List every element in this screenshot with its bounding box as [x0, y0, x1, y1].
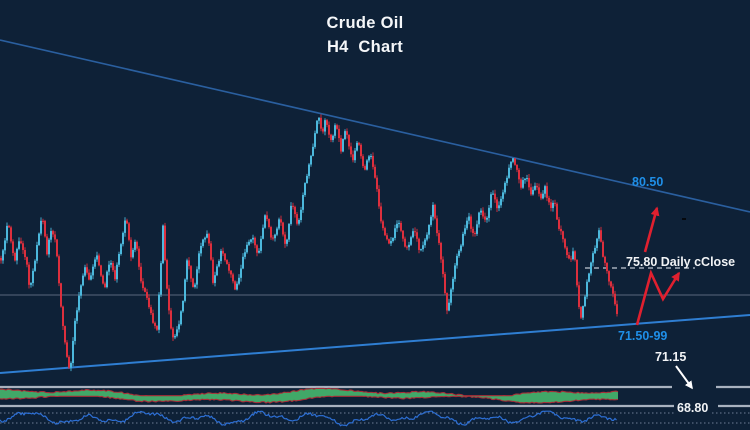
daily-close-level-label: 75.80 Daily cClose: [626, 255, 736, 269]
ascending-support-trendline: [0, 314, 750, 374]
resistance-price-label: 80.50: [632, 175, 664, 189]
projection-up-arrow: [643, 206, 660, 253]
noise-oscillator-line: [0, 410, 617, 427]
chart-title-instrument: Crude Oil: [326, 14, 404, 32]
momentum-band-area: [0, 388, 618, 404]
momentum-band-lower-edge: [0, 395, 619, 404]
level-68-80-label: 68.80: [674, 402, 712, 415]
candles-group: [0, 114, 618, 372]
level-pointer-arrow: [675, 365, 693, 390]
projection-zigzag-arrow: [635, 269, 681, 326]
level-71-15-label: 71.15: [655, 350, 687, 364]
artifact-dot: [682, 218, 686, 220]
chart-title: Crude Oil H4 Chart: [265, 11, 465, 59]
support-zone-label: 71.50-99: [618, 329, 668, 343]
momentum-band-upper-edge: [0, 387, 619, 397]
chart-title-timeframe: H4 Chart: [326, 38, 404, 56]
descending-resistance-trendline: [0, 39, 750, 213]
